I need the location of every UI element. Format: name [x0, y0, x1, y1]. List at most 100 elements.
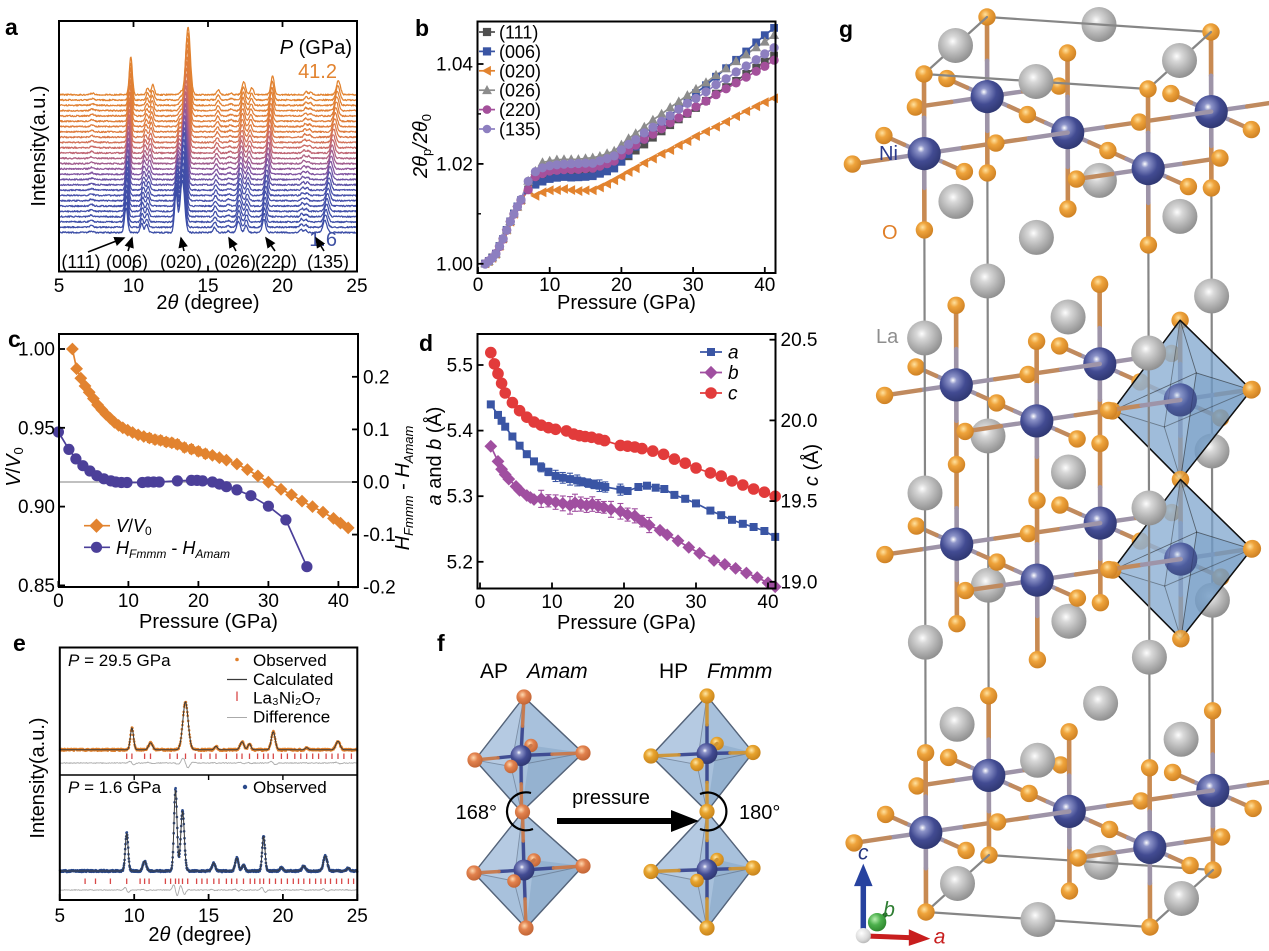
svg-text:0: 0	[473, 275, 484, 296]
svg-text:0.85: 0.85	[18, 576, 55, 597]
svg-text:Pressure (GPa): Pressure (GPa)	[139, 611, 278, 633]
svg-text:c: c	[728, 384, 738, 405]
svg-text:HFmmm - HAmam: HFmmm - HAmam	[116, 538, 230, 561]
svg-text:Fmmm: Fmmm	[707, 660, 772, 683]
svg-text:1.02: 1.02	[436, 154, 473, 175]
svg-text:180°: 180°	[739, 802, 780, 824]
svg-text:40: 40	[754, 275, 775, 296]
svg-text:(020): (020)	[499, 61, 541, 81]
svg-text:0.2: 0.2	[363, 367, 389, 388]
svg-text:0.0: 0.0	[363, 473, 389, 494]
svg-text:g: g	[839, 16, 853, 42]
svg-text:Ni: Ni	[879, 143, 898, 165]
svg-text:b: b	[728, 363, 739, 384]
svg-text:5.3: 5.3	[447, 487, 473, 508]
svg-text:(006): (006)	[106, 252, 148, 272]
svg-text:Intensity(a.u.): Intensity(a.u.)	[28, 85, 50, 206]
svg-text:41.2: 41.2	[298, 61, 337, 83]
svg-text:30: 30	[258, 591, 279, 612]
svg-text:5.2: 5.2	[447, 552, 473, 573]
svg-text:20: 20	[188, 591, 209, 612]
svg-text:P = 1.6 GPa: P = 1.6 GPa	[68, 778, 162, 797]
svg-text:a: a	[5, 14, 18, 40]
svg-text:2θp/2θ0: 2θp/2θ0	[410, 114, 434, 179]
svg-text:c (Å): c (Å)	[800, 444, 823, 486]
svg-text:b: b	[883, 899, 895, 922]
svg-text:0.95: 0.95	[18, 418, 55, 439]
svg-text:25: 25	[347, 906, 368, 927]
svg-text:0: 0	[53, 591, 64, 612]
svg-text:Pressure (GPa): Pressure (GPa)	[557, 612, 696, 634]
svg-text:(006): (006)	[499, 42, 541, 62]
svg-text:f: f	[437, 630, 445, 656]
svg-text:10: 10	[124, 906, 145, 927]
svg-text:Observed: Observed	[253, 651, 327, 670]
svg-text:30: 30	[685, 592, 706, 613]
svg-text:O: O	[882, 222, 898, 244]
svg-text:La₃Ni₂O₇: La₃Ni₂O₇	[253, 689, 321, 708]
svg-text:-0.1: -0.1	[363, 525, 396, 546]
svg-text:40: 40	[757, 592, 778, 613]
svg-text:20.5: 20.5	[781, 330, 818, 351]
svg-text:15: 15	[197, 276, 218, 297]
svg-text:P = 29.5 GPa: P = 29.5 GPa	[68, 651, 171, 670]
svg-text:1.00: 1.00	[18, 340, 55, 361]
svg-text:5: 5	[54, 276, 65, 297]
svg-text:5.5: 5.5	[447, 356, 473, 377]
svg-text:c: c	[8, 326, 21, 352]
svg-text:Pressure (GPa): Pressure (GPa)	[557, 292, 696, 314]
svg-text:1.6: 1.6	[309, 229, 337, 251]
svg-text:pressure: pressure	[572, 787, 650, 809]
svg-text:(020): (020)	[160, 252, 202, 272]
svg-text:P (GPa): P (GPa)	[280, 37, 352, 59]
svg-text:Difference: Difference	[253, 708, 330, 727]
svg-text:HFmmm - HAmam: HFmmm - HAmam	[392, 425, 416, 550]
svg-text:19.0: 19.0	[781, 572, 818, 593]
svg-text:d: d	[419, 330, 433, 356]
svg-text:20.0: 20.0	[781, 411, 818, 432]
svg-text:168°: 168°	[456, 802, 497, 824]
svg-text:HP: HP	[659, 660, 688, 683]
svg-text:2θ (degree): 2θ (degree)	[148, 924, 251, 946]
svg-text:La: La	[876, 326, 899, 348]
svg-text:30: 30	[683, 275, 704, 296]
svg-text:10: 10	[123, 276, 144, 297]
svg-text:5: 5	[55, 906, 66, 927]
svg-text:(111): (111)	[61, 252, 100, 272]
svg-text:V/V0: V/V0	[3, 447, 26, 486]
svg-text:(135): (135)	[307, 252, 349, 272]
svg-text:20: 20	[272, 276, 293, 297]
svg-text:a: a	[934, 926, 946, 949]
svg-text:19.5: 19.5	[781, 492, 818, 513]
svg-text:Calculated: Calculated	[253, 670, 333, 689]
svg-text:(026): (026)	[214, 252, 256, 272]
svg-text:c: c	[858, 842, 869, 865]
svg-text:(111): (111)	[499, 23, 538, 43]
svg-text:20: 20	[613, 592, 634, 613]
svg-text:(220): (220)	[255, 252, 297, 272]
svg-text:(220): (220)	[499, 100, 541, 120]
svg-text:40: 40	[328, 591, 349, 612]
svg-text:1.04: 1.04	[436, 55, 473, 76]
svg-text:-0.2: -0.2	[363, 578, 396, 599]
svg-text:(135): (135)	[499, 120, 541, 140]
svg-text:20: 20	[272, 906, 293, 927]
svg-text:AP: AP	[480, 660, 508, 683]
svg-text:0.1: 0.1	[363, 420, 389, 441]
svg-text:20: 20	[611, 275, 632, 296]
svg-text:0: 0	[475, 592, 486, 613]
svg-text:Observed: Observed	[253, 778, 327, 797]
svg-text:e: e	[13, 630, 26, 656]
svg-text:10: 10	[539, 275, 560, 296]
svg-text:15: 15	[198, 906, 219, 927]
svg-text:(026): (026)	[499, 81, 541, 101]
svg-text:a and b (Å): a and b (Å)	[423, 407, 446, 506]
svg-text:1.00: 1.00	[436, 254, 473, 275]
svg-text:V/V0: V/V0	[116, 516, 152, 538]
svg-text:a: a	[728, 343, 739, 364]
svg-text:0.90: 0.90	[18, 497, 55, 518]
svg-text:5.4: 5.4	[447, 421, 474, 442]
svg-text:Amam: Amam	[525, 660, 588, 683]
svg-text:Intensity(a.u.): Intensity(a.u.)	[27, 717, 49, 838]
svg-text:2θ (degree): 2θ (degree)	[156, 292, 259, 314]
